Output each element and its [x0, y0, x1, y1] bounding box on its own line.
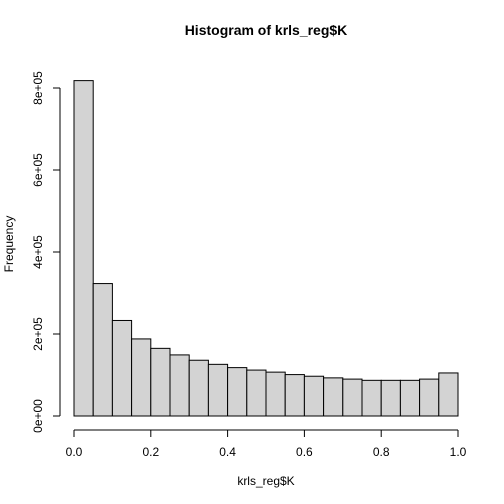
y-axis-label: Frequency — [2, 216, 16, 273]
bars-group — [73, 80, 459, 417]
histogram-bar-12 — [303, 375, 325, 417]
histogram-bar-4 — [150, 347, 171, 417]
histogram-bar-6 — [188, 359, 209, 417]
x-tick-label-3: 0.6 — [296, 445, 313, 459]
x-tick-label-2: 0.4 — [219, 445, 236, 459]
histogram-bar-5 — [169, 354, 190, 417]
histogram-bar-3 — [131, 338, 152, 417]
x-tick-label-0: 0.0 — [66, 445, 83, 459]
x-axis-label: krls_reg$K — [237, 474, 294, 488]
y-tick-label-4: 8e+05 — [31, 71, 45, 105]
histogram-bar-10 — [265, 371, 286, 417]
histogram-bar-9 — [246, 369, 267, 417]
x-axis: 0.0 0.2 0.4 0.6 0.8 1.0 — [66, 429, 467, 459]
histogram-bar-19 — [438, 372, 459, 417]
histogram-bar-7 — [207, 363, 229, 417]
histogram-bar-15 — [361, 379, 382, 417]
histogram-bar-8 — [227, 367, 248, 417]
y-tick-label-1: 2e+05 — [31, 317, 45, 351]
y-tick-label-3: 6e+05 — [31, 153, 45, 187]
histogram-bar-14 — [342, 378, 363, 417]
histogram-bar-17 — [399, 379, 421, 417]
y-tick-label-0: 0e+00 — [31, 399, 45, 433]
x-tick-label-5: 1.0 — [450, 445, 467, 459]
histogram-bar-13 — [323, 377, 344, 417]
histogram-bar-1 — [92, 283, 113, 417]
chart-title: Histogram of krls_reg$K — [185, 22, 348, 38]
histogram-bar-16 — [380, 379, 401, 417]
histogram-bar-2 — [111, 319, 133, 417]
y-axis: 0e+00 2e+05 4e+05 6e+05 8e+05 — [31, 71, 61, 433]
x-tick-label-1: 0.2 — [142, 445, 159, 459]
y-tick-label-2: 4e+05 — [31, 235, 45, 269]
histogram-bar-11 — [284, 374, 305, 417]
x-tick-label-4: 0.8 — [373, 445, 390, 459]
histogram-bar-18 — [419, 378, 440, 417]
histogram-bar-0 — [73, 80, 94, 417]
